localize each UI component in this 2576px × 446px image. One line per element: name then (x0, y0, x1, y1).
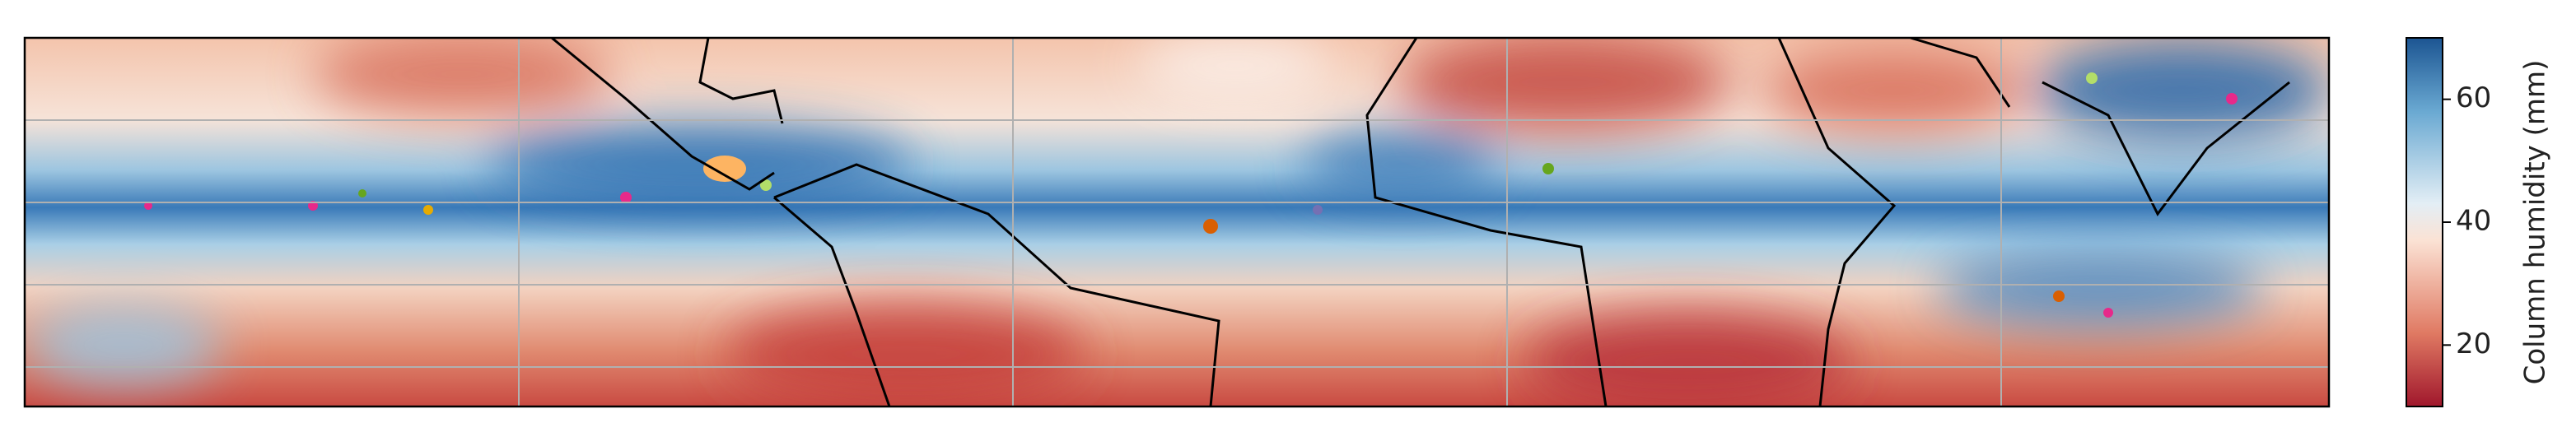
map-frame (23, 36, 2331, 408)
humidity-field (25, 38, 2329, 407)
colorbar-tick-label: 60 (2456, 81, 2491, 114)
colorbar (2406, 37, 2443, 407)
colorbar-label: Column humidity (mm) (2519, 60, 2552, 385)
coastlines (551, 38, 2290, 407)
colorbar-tick-label: 20 (2456, 328, 2491, 360)
graticule (25, 38, 2329, 407)
colorbar-tick-label: 40 (2456, 205, 2491, 238)
